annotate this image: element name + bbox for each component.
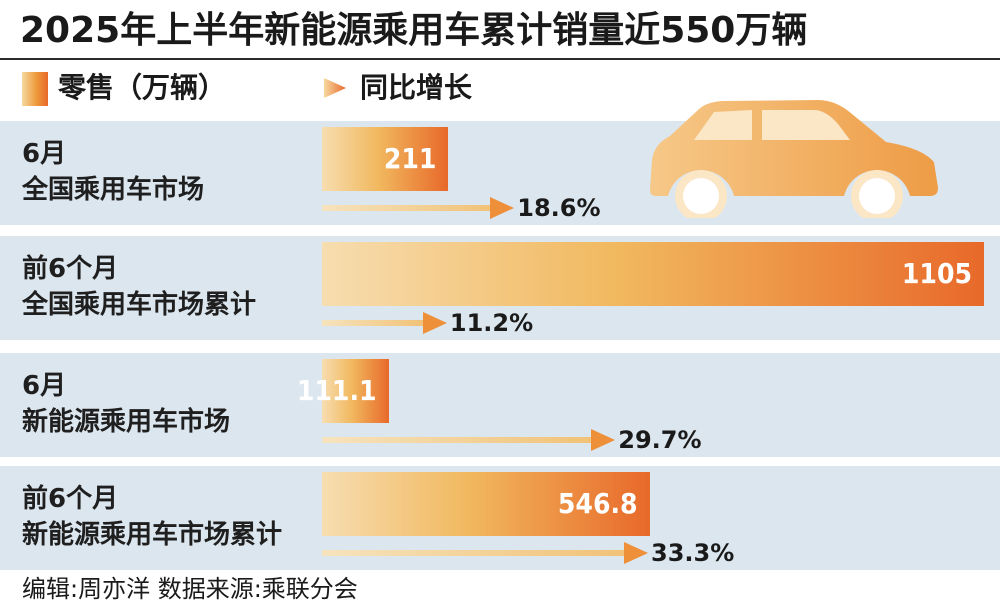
growth-bar <box>322 205 492 211</box>
growth-bar <box>322 437 593 443</box>
growth-arrow-icon <box>490 197 515 219</box>
retail-bar <box>322 242 984 306</box>
legend: 零售（万辆） 同比增长 <box>0 62 1000 114</box>
retail-bar-value: 546.8 <box>557 487 638 520</box>
retail-bar-value: 111.1 <box>296 374 377 407</box>
legend-growth-arrow-icon <box>324 78 346 98</box>
row-label-period: 前6个月 <box>22 484 119 514</box>
retail-bar <box>322 359 389 423</box>
row-label-market: 新能源乘用车市场 <box>22 407 231 437</box>
title-divider <box>0 58 1000 60</box>
legend-growth-label: 同比增长 <box>360 71 473 104</box>
growth-value: 11.2% <box>449 309 534 337</box>
row-label-market: 新能源乘用车市场累计 <box>22 520 283 550</box>
growth-bar <box>322 320 424 326</box>
chart-title: 2025年上半年新能源乘用车累计销量近550万辆 <box>20 10 808 51</box>
row-label-market: 全国乘用车市场累计 <box>22 290 257 320</box>
car-icon <box>650 100 938 218</box>
row-label-period: 6月 <box>22 371 67 401</box>
row-label-period: 6月 <box>22 139 67 169</box>
legend-retail-label: 零售（万辆） <box>58 71 227 104</box>
row-label-period: 前6个月 <box>22 254 119 284</box>
growth-arrow-icon <box>624 542 649 564</box>
row-label-market: 全国乘用车市场 <box>22 175 205 205</box>
growth-bar <box>322 550 626 556</box>
retail-bar <box>322 472 650 536</box>
growth-value: 18.6% <box>517 194 601 222</box>
growth-arrow-icon <box>591 429 616 451</box>
retail-bar <box>322 127 449 191</box>
growth-value: 33.3% <box>651 539 735 567</box>
legend-retail-swatch <box>22 72 48 106</box>
retail-bar-value: 1105 <box>901 257 972 290</box>
growth-value: 29.7% <box>618 426 702 454</box>
growth-arrow-icon <box>422 312 447 334</box>
footer-credits: 编辑:周亦洋 数据来源:乘联分会 <box>22 575 358 603</box>
retail-bar-value: 211 <box>383 142 437 175</box>
